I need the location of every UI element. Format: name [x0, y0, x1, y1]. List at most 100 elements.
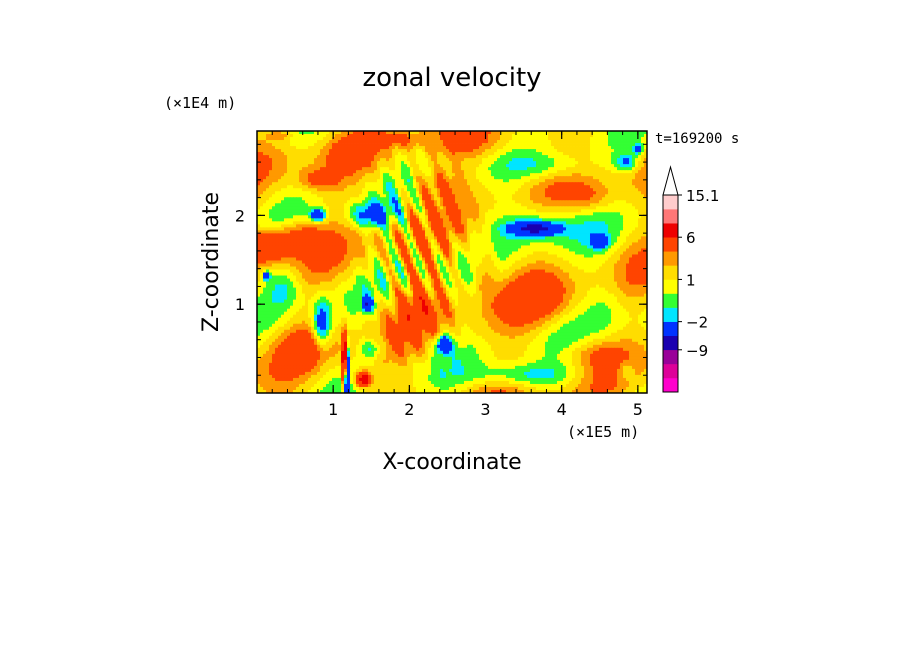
contour-cell: [476, 227, 480, 231]
contour-cell: [530, 233, 534, 237]
contour-cell: [365, 188, 369, 192]
contour-cell: [590, 242, 594, 246]
contour-cell: [281, 173, 285, 177]
contour-cell: [326, 155, 330, 159]
contour-cell: [536, 134, 540, 138]
contour-cell: [413, 131, 417, 135]
contour-cell: [614, 227, 618, 231]
contour-cell: [374, 176, 378, 180]
contour-cell: [266, 203, 270, 207]
contour-cell: [452, 158, 456, 162]
contour-cell: [512, 149, 516, 153]
contour-cell: [497, 179, 501, 183]
contour-cell: [395, 143, 399, 147]
contour-cell: [386, 206, 390, 210]
contour-cell: [632, 155, 636, 159]
contour-cell: [341, 173, 345, 177]
contour-cell: [380, 188, 384, 192]
contour-cell: [554, 215, 558, 219]
contour-cell: [422, 137, 426, 141]
contour-cell: [368, 173, 372, 177]
contour-cell: [455, 218, 459, 222]
contour-cell: [587, 191, 591, 195]
contour-cell: [302, 206, 306, 210]
contour-cell: [494, 197, 498, 201]
contour-cell: [437, 170, 441, 174]
contour-cell: [443, 176, 447, 180]
contour-cell: [362, 149, 366, 153]
contour-cell: [314, 176, 318, 180]
contour-cell: [557, 194, 561, 198]
contour-cell: [584, 218, 588, 222]
contour-cell: [350, 233, 354, 237]
contour-cell: [398, 161, 402, 165]
contour-cell: [260, 245, 264, 249]
contour-cell: [314, 245, 318, 249]
contour-cell: [596, 215, 600, 219]
contour-cell: [299, 155, 303, 159]
contour-cell: [518, 170, 522, 174]
contour-cell: [323, 179, 327, 183]
contour-cell: [575, 167, 579, 171]
contour-cell: [644, 233, 648, 237]
contour-cell: [638, 188, 642, 192]
contour-cell: [554, 230, 558, 234]
contour-cell: [440, 176, 444, 180]
contour-cell: [638, 173, 642, 177]
contour-cell: [623, 137, 627, 141]
contour-cell: [584, 200, 588, 204]
contour-cell: [374, 239, 378, 243]
contour-cell: [497, 155, 501, 159]
contour-cell: [518, 206, 522, 210]
contour-cell: [362, 230, 366, 234]
contour-cell: [350, 188, 354, 192]
contour-cell: [344, 242, 348, 246]
contour-cell: [506, 227, 510, 231]
contour-cell: [356, 212, 360, 216]
contour-cell: [500, 182, 504, 186]
contour-cell: [449, 152, 453, 156]
contour-cell: [380, 140, 384, 144]
contour-cell: [488, 185, 492, 189]
contour-cell: [611, 206, 615, 210]
contour-cell: [374, 167, 378, 171]
contour-cell: [635, 155, 639, 159]
contour-cell: [479, 242, 483, 246]
contour-cell: [278, 218, 282, 222]
contour-cell: [644, 149, 648, 153]
contour-cell: [551, 170, 555, 174]
contour-cell: [281, 143, 285, 147]
contour-cell: [407, 206, 411, 210]
contour-cell: [377, 242, 381, 246]
contour-cell: [320, 194, 324, 198]
contour-cell: [644, 137, 648, 141]
contour-cell: [536, 161, 540, 165]
contour-cell: [392, 242, 396, 246]
contour-cell: [296, 161, 300, 165]
contour-cell: [350, 146, 354, 150]
contour-cell: [554, 155, 558, 159]
contour-cell: [632, 221, 636, 225]
contour-cell: [272, 239, 276, 243]
contour-cell: [593, 236, 597, 240]
contour-cell: [392, 170, 396, 174]
contour-cell: [641, 203, 645, 207]
contour-cell: [455, 221, 459, 225]
contour-cell: [398, 230, 402, 234]
contour-cell: [509, 131, 513, 135]
contour-cell: [260, 194, 264, 198]
contour-cell: [260, 173, 264, 177]
contour-cell: [257, 230, 261, 234]
contour-cell: [536, 179, 540, 183]
contour-cell: [623, 209, 627, 213]
contour-cell: [596, 188, 600, 192]
contour-cell: [419, 146, 423, 150]
contour-cell: [623, 176, 627, 180]
contour-cell: [365, 236, 369, 240]
contour-cell: [545, 197, 549, 201]
contour-cell: [326, 167, 330, 171]
contour-cell: [374, 188, 378, 192]
contour-cell: [332, 206, 336, 210]
contour-cell: [332, 233, 336, 237]
contour-cell: [623, 146, 627, 150]
